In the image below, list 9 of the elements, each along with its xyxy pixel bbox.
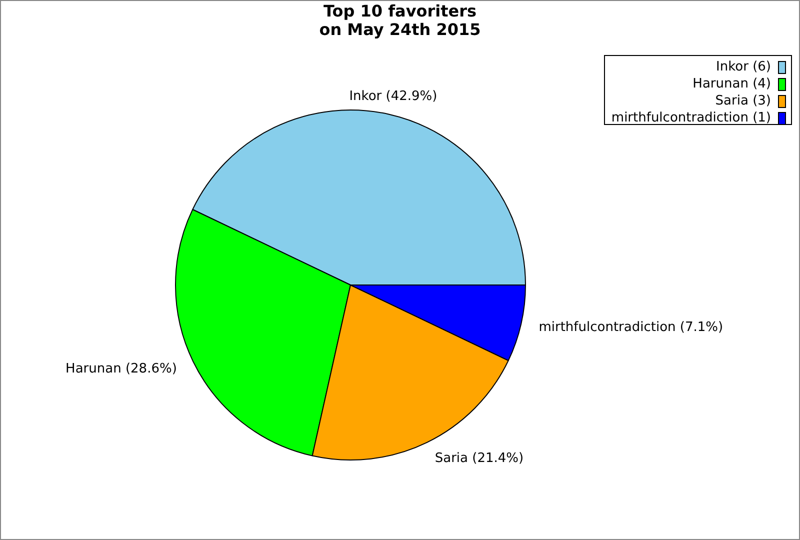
data-label: mirthfulcontradiction (7.1%) — [538, 320, 724, 336]
legend-label: Saria (3) — [715, 93, 771, 108]
data-label: Inkor (42.9%) — [349, 89, 438, 104]
legend-label: Harunan (4) — [692, 76, 771, 92]
legend-label: mirthfulcontradiction (1) — [611, 110, 771, 126]
data-label: Harunan (28.6%) — [66, 362, 177, 377]
legend-label: Inkor (6) — [716, 59, 771, 74]
chart-title: Top 10 favoriters on May 24th 2015 — [319, 1, 481, 39]
data-label: Saria (21.4%) — [434, 450, 524, 466]
